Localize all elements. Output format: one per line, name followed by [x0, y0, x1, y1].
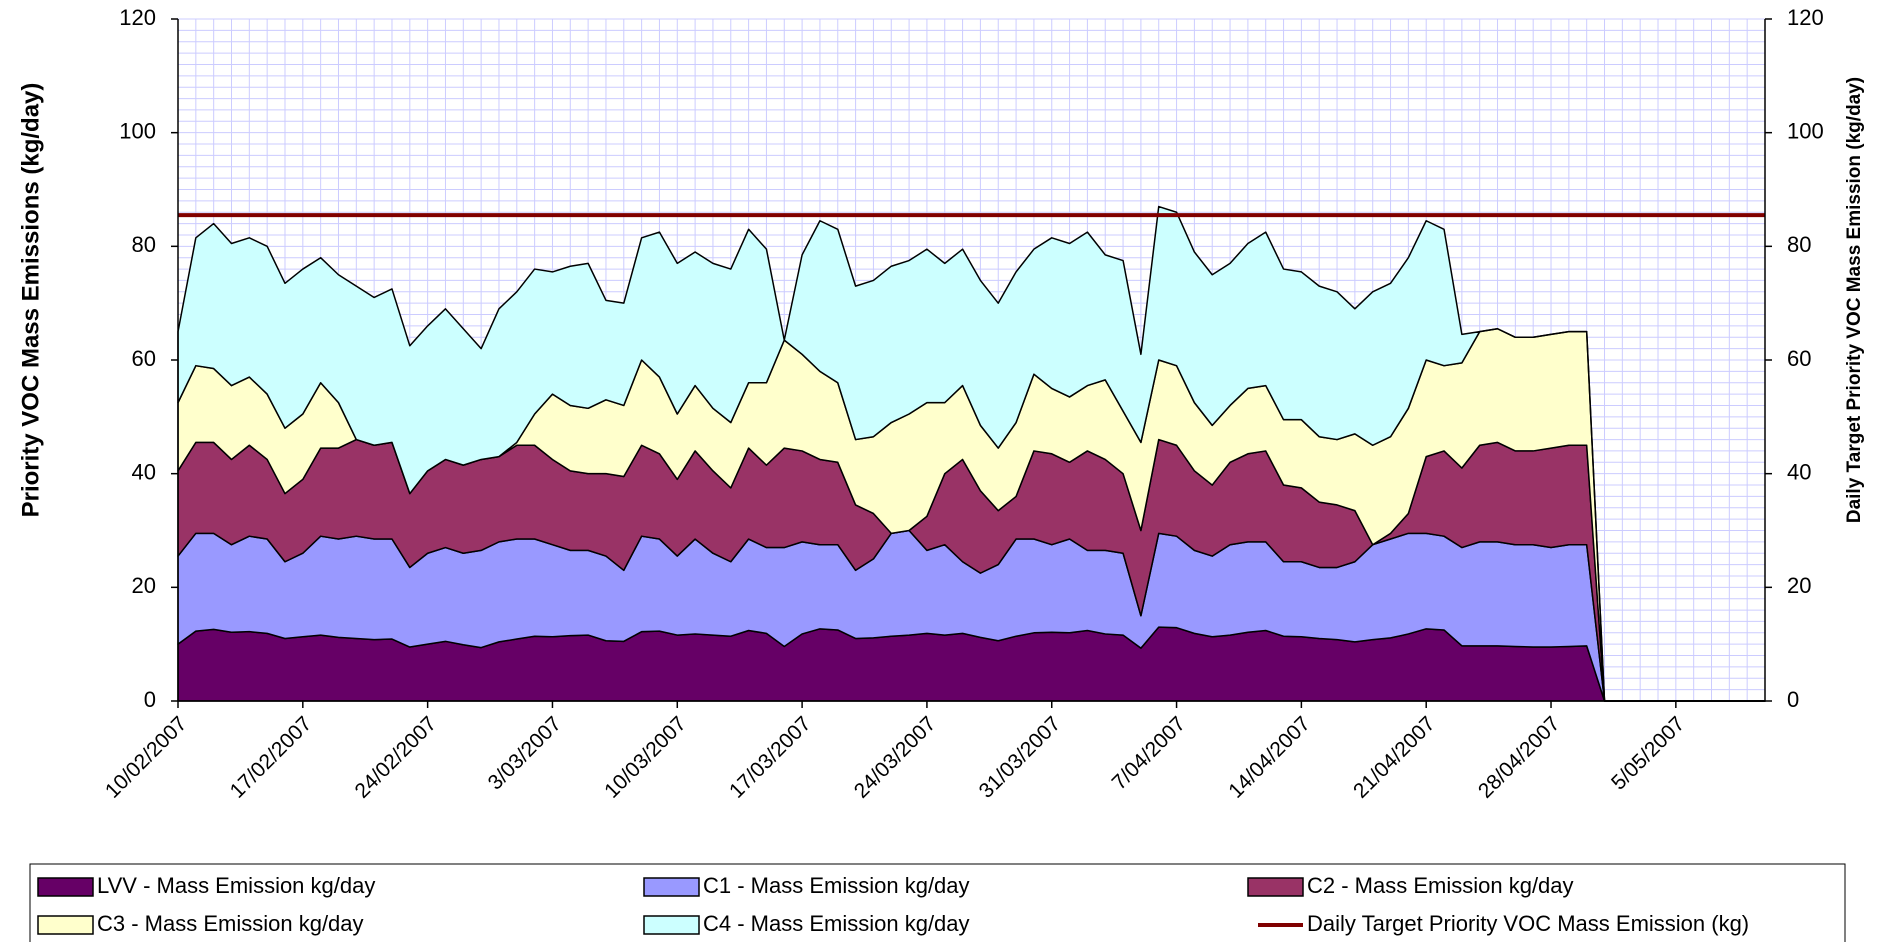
y2-tick-label: 0: [1787, 687, 1799, 712]
legend-swatch: [643, 915, 700, 935]
legend-label: C4 - Mass Emission kg/day: [703, 911, 970, 936]
y-tick-label: 60: [132, 346, 156, 371]
legend-label: LVV - Mass Emission kg/day: [97, 873, 375, 898]
legend-swatch: [37, 877, 94, 897]
y-axis-title: Priority VOC Mass Emissions (kg/day): [17, 83, 44, 518]
y2-tick-label: 60: [1787, 346, 1811, 371]
legend-label: C3 - Mass Emission kg/day: [97, 911, 364, 936]
legend-swatch: [1247, 877, 1304, 897]
legend-label: Daily Target Priority VOC Mass Emission …: [1307, 911, 1749, 936]
y-tick-label: 0: [144, 687, 156, 712]
legend-label: C1 - Mass Emission kg/day: [703, 873, 970, 898]
legend-swatch: [643, 877, 700, 897]
y2-tick-label: 40: [1787, 459, 1811, 484]
y2-axis-title: Daily Target Priority VOC Mass Emission …: [1844, 77, 1865, 523]
y2-tick-label: 100: [1787, 118, 1824, 143]
y-tick-label: 120: [119, 5, 156, 30]
y2-tick-label: 20: [1787, 573, 1811, 598]
legend-label: C2 - Mass Emission kg/day: [1307, 873, 1574, 898]
legend-box: [29, 863, 1846, 942]
y2-tick-label: 120: [1787, 5, 1824, 30]
y2-tick-label: 80: [1787, 232, 1811, 257]
legend-swatch: [37, 915, 94, 935]
y-tick-label: 100: [119, 118, 156, 143]
y-tick-label: 40: [132, 459, 156, 484]
y-tick-label: 80: [132, 232, 156, 257]
y-tick-label: 20: [132, 573, 156, 598]
